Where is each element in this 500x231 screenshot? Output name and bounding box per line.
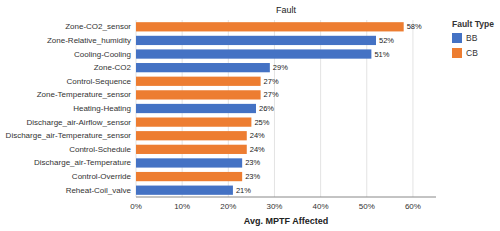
legend-label: BB: [466, 33, 478, 43]
data-label: 51%: [374, 50, 389, 59]
data-label: 29%: [273, 63, 288, 72]
bar: [136, 49, 371, 58]
category-label: Zone-CO2_sensor: [65, 22, 131, 31]
x-tick-label: 20%: [220, 202, 236, 211]
grid-line: [320, 20, 321, 197]
x-tick-label: 0%: [130, 202, 142, 211]
data-label: 24%: [250, 145, 265, 154]
grid-line: [412, 20, 413, 197]
legend-label: CB: [466, 48, 478, 58]
data-label: 21%: [236, 186, 251, 195]
category-label: Discharge_air-Temperature: [34, 158, 131, 167]
bar: [136, 145, 247, 154]
x-tick-labels: 0% 10% 20% 30% 40% 50% 60%: [130, 202, 421, 211]
category-label: Discharge_air-Airflow_sensor: [27, 118, 132, 127]
x-tick-label: 40%: [313, 202, 329, 211]
grid: [136, 20, 413, 197]
category-label: Control-Sequence: [67, 77, 132, 86]
bar: [136, 117, 251, 126]
chart: Zone-CO2_sensor Zone-Relative_humidity Coo…: [0, 0, 500, 231]
category-label: Reheat-Coil_valve: [66, 186, 132, 195]
data-label: 27%: [264, 77, 279, 86]
y-tick-labels: Zone-CO2_sensor Zone-Relative_humidity Coo…: [6, 22, 132, 194]
bar: [136, 172, 242, 181]
x-tick-label: 50%: [359, 202, 375, 211]
bar: [136, 104, 256, 113]
x-axis-label: Avg. MPTF Affected: [244, 216, 328, 226]
bar: [136, 36, 376, 45]
legend-swatch: [452, 33, 462, 43]
bar: [136, 22, 404, 31]
x-axis-line: [136, 197, 436, 198]
legend-title: Fault Type: [452, 19, 494, 29]
data-label: 26%: [259, 104, 274, 113]
data-label: 58%: [407, 22, 422, 31]
category-label: Heating-Heating: [73, 104, 131, 113]
bars: [136, 22, 404, 195]
grid-line: [274, 20, 275, 197]
bar: [136, 90, 261, 99]
grid-line: [366, 20, 367, 197]
category-label: Cooling-Cooling: [74, 50, 131, 59]
category-label: Control-Schedule: [69, 145, 131, 154]
title: Fault: [276, 5, 297, 15]
category-label: Control-Override: [72, 172, 132, 181]
category-label: Discharge_air-Temperature_sensor: [6, 131, 132, 140]
data-label: 23%: [245, 172, 260, 181]
x-tick-label: 30%: [266, 202, 282, 211]
x-tick-label: 60%: [405, 202, 421, 211]
legend: Fault Type BB CB: [452, 19, 494, 58]
category-label: Zone-Relative_humidity: [47, 36, 131, 45]
data-label: 25%: [254, 118, 269, 127]
bar: [136, 131, 247, 140]
bar: [136, 186, 233, 195]
x-tick-label: 10%: [174, 202, 190, 211]
data-label: 27%: [264, 90, 279, 99]
data-label: 23%: [245, 158, 260, 167]
data-label: 52%: [379, 36, 394, 45]
category-label: Zone-CO2: [94, 63, 132, 72]
bar: [136, 63, 270, 72]
data-label: 24%: [250, 131, 265, 140]
category-label: Zone-Temperature_sensor: [37, 90, 132, 99]
legend-swatch: [452, 48, 462, 58]
bar: [136, 77, 261, 86]
bar: [136, 158, 242, 167]
data-labels: 52% 51% 29% 26% 23% 21% 58% 27% 27% 25% 24% 24% 23%: [236, 22, 422, 194]
